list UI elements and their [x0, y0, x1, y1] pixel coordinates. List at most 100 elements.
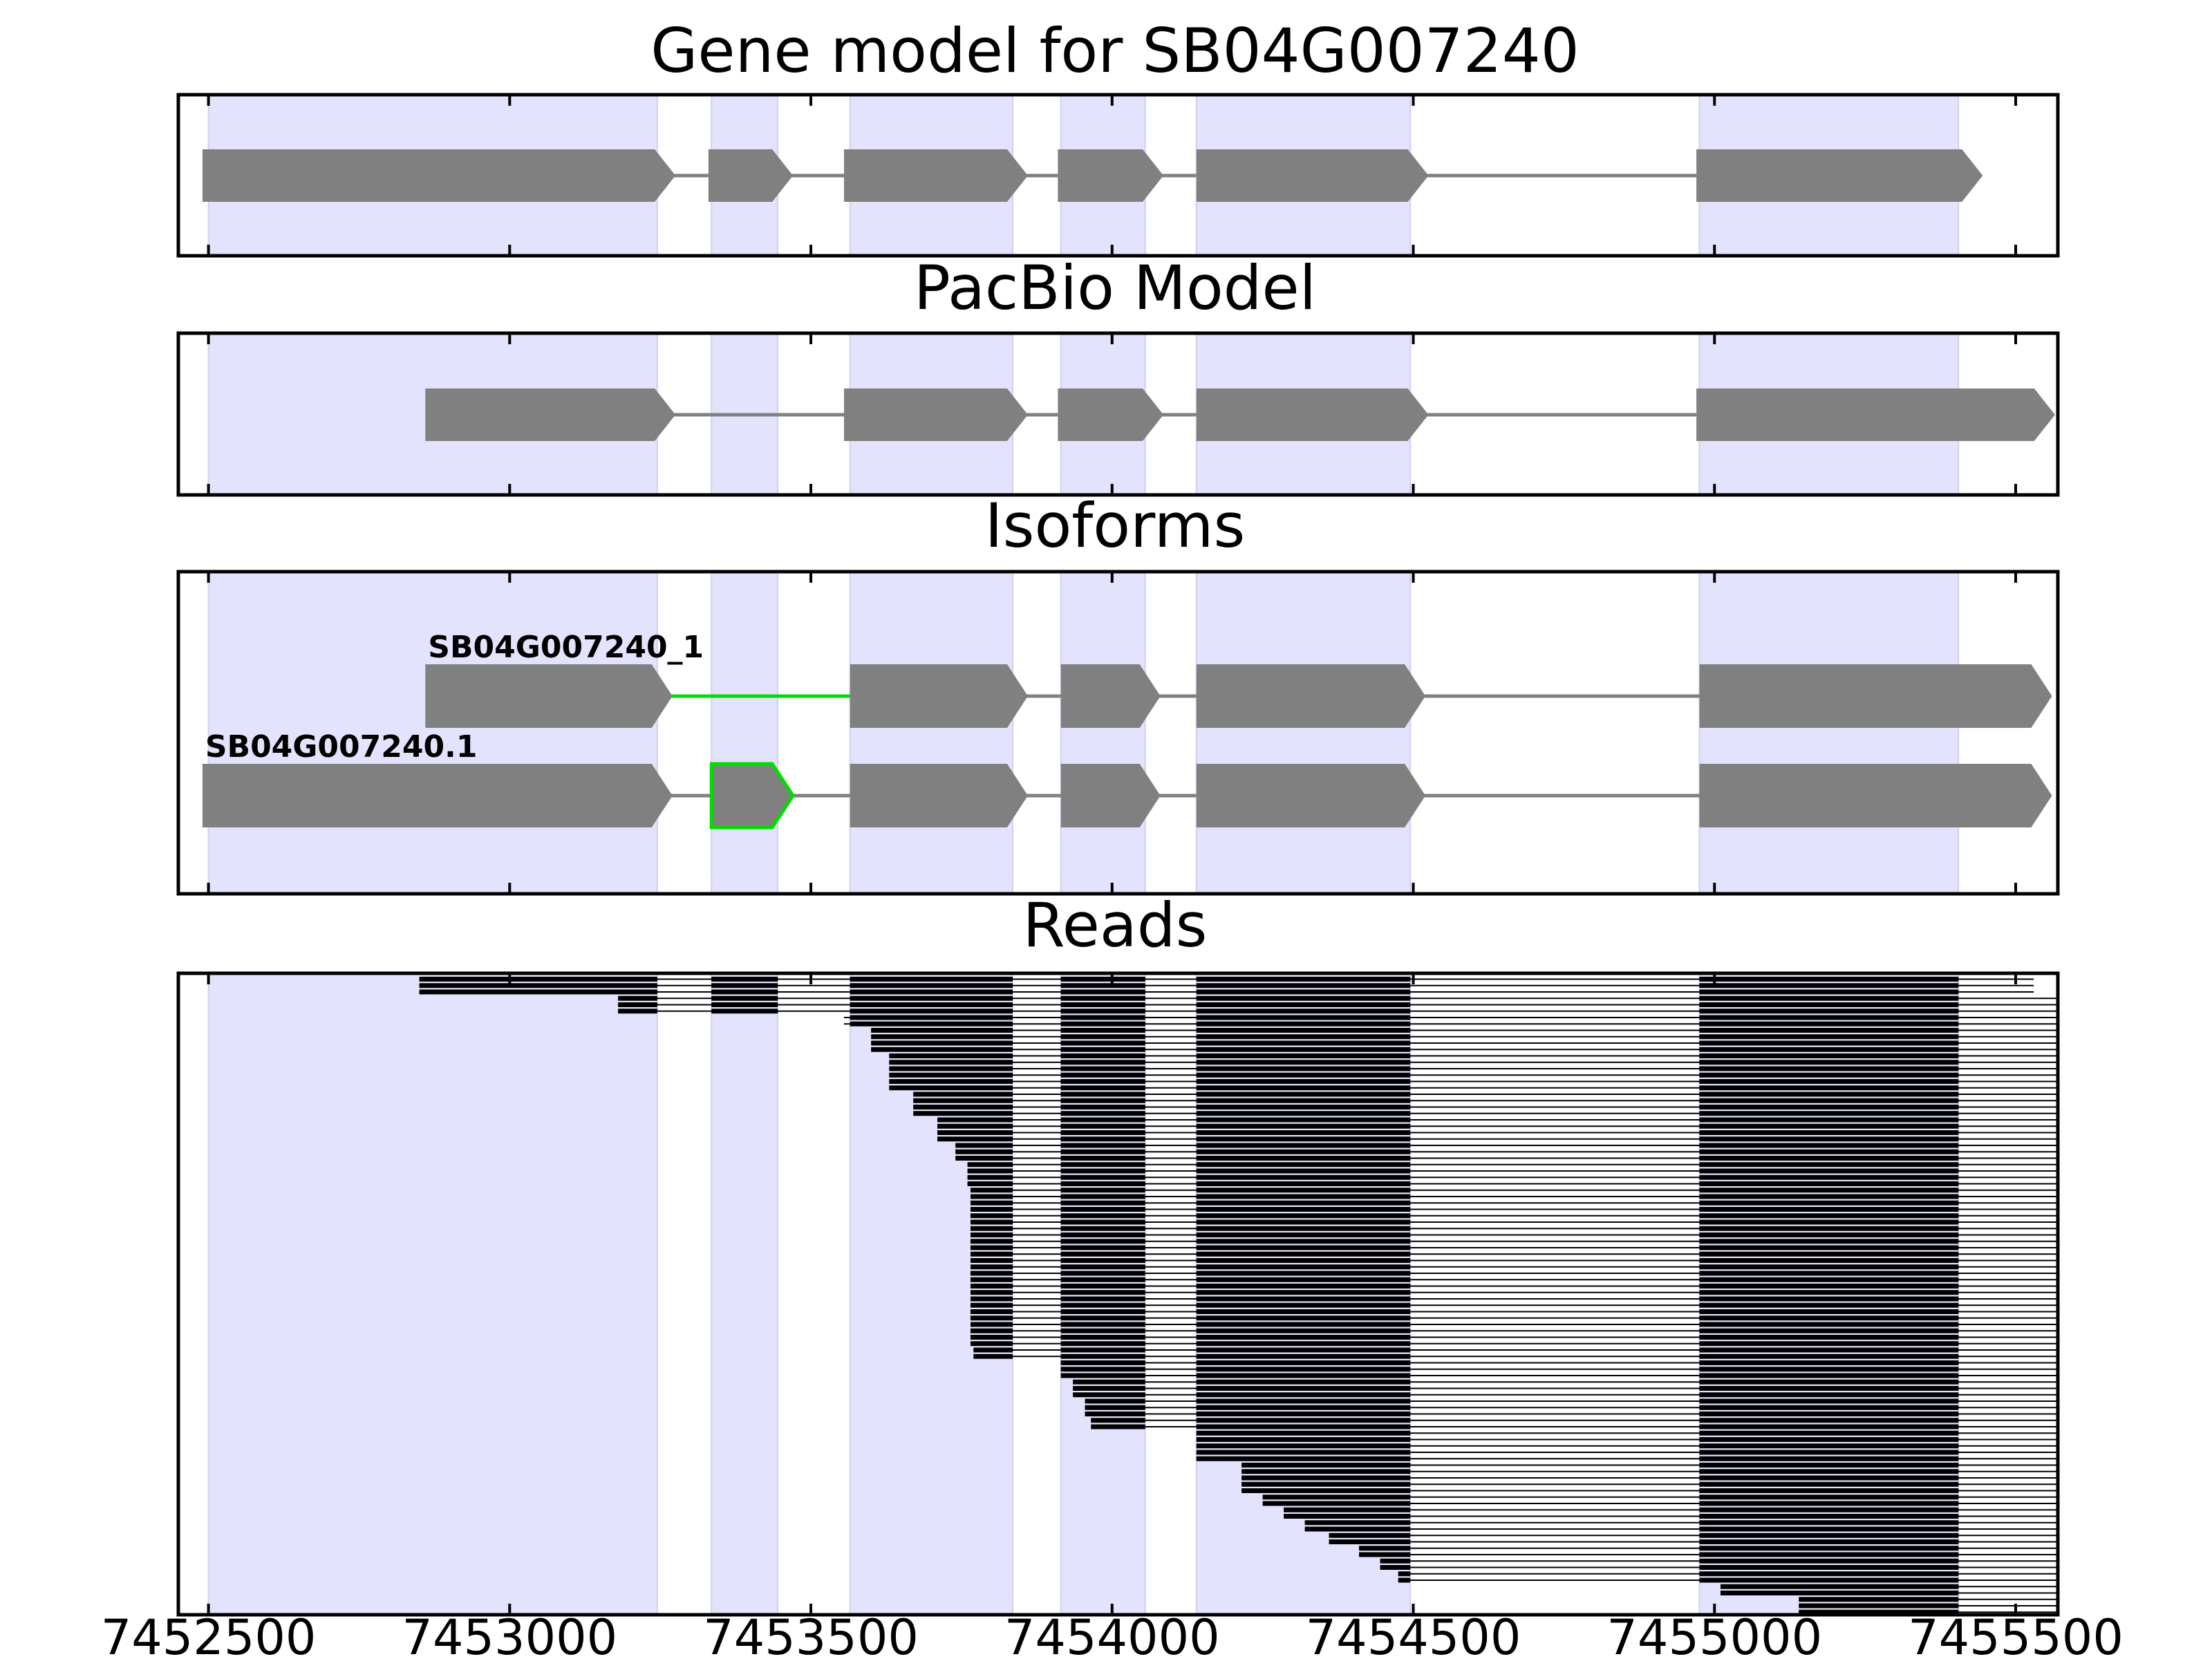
read-segment	[1196, 1430, 1411, 1436]
read-segment	[1060, 1085, 1145, 1091]
read-segment	[1060, 1322, 1145, 1327]
read-segment	[1196, 1373, 1411, 1378]
read-row	[970, 1322, 2058, 1327]
read-segment	[871, 1028, 1013, 1033]
read-row	[1359, 1546, 2058, 1551]
read-segment	[970, 1296, 1013, 1302]
read-segment	[1699, 1571, 1959, 1577]
read-row	[889, 1079, 2058, 1084]
read-segment	[955, 1143, 1013, 1148]
read-segment	[711, 995, 778, 1001]
read-segment	[1060, 1347, 1145, 1353]
read-segment	[1196, 1143, 1411, 1148]
read-segment	[970, 1322, 1013, 1327]
read-row	[970, 1277, 2058, 1282]
read-segment	[1359, 1552, 1411, 1557]
read-row	[913, 1105, 2058, 1109]
read-segment	[1060, 1149, 1145, 1154]
read-row	[1085, 1398, 2058, 1404]
exon-block	[1060, 764, 1161, 827]
read-segment	[850, 1002, 1013, 1007]
read-segment	[1196, 1060, 1411, 1065]
read-segment	[1091, 1418, 1145, 1423]
read-segment	[889, 1072, 1013, 1078]
read-segment	[955, 1156, 1013, 1161]
read-segment	[1196, 1258, 1411, 1263]
read-segment	[1196, 1174, 1411, 1180]
read-segment	[1699, 1533, 1959, 1538]
read-segment	[1196, 1156, 1411, 1161]
read-segment	[1196, 1098, 1411, 1103]
read-segment	[850, 995, 1013, 1001]
read-row	[970, 1226, 2058, 1231]
exon-region-band	[711, 571, 779, 894]
read-segment	[1699, 1232, 1959, 1237]
read-segment	[1060, 1156, 1145, 1161]
read-segment	[1720, 1584, 1959, 1589]
read-segment	[1060, 1219, 1145, 1225]
read-segment	[1060, 1162, 1145, 1168]
read-segment	[970, 1213, 1013, 1219]
panel-frame	[176, 570, 2060, 896]
read-row	[889, 1060, 2058, 1065]
read-row	[1359, 1552, 2058, 1557]
read-segment	[1699, 1181, 1959, 1186]
read-row	[1799, 1597, 2058, 1602]
read-segment	[1699, 1430, 1959, 1436]
read-segment	[1060, 1111, 1145, 1116]
read-row	[970, 1309, 2058, 1314]
read-segment	[970, 1232, 1013, 1237]
read-row	[1196, 1430, 2058, 1436]
read-segment	[889, 1079, 1013, 1084]
read-row	[1262, 1494, 2058, 1500]
read-segment	[937, 1130, 1013, 1135]
read-row	[970, 1232, 2058, 1237]
read-segment	[1196, 1284, 1411, 1288]
read-segment	[1284, 1514, 1411, 1519]
read-row	[970, 1207, 2058, 1212]
read-segment	[1699, 1526, 1959, 1532]
read-segment	[1085, 1398, 1145, 1404]
read-segment	[1060, 1200, 1145, 1206]
read-segment	[1196, 1353, 1411, 1359]
exon-block	[425, 388, 676, 441]
read-segment	[1060, 977, 1145, 982]
read-segment	[1262, 1494, 1411, 1500]
read-segment	[1196, 1379, 1411, 1385]
read-segment	[1060, 1335, 1145, 1340]
read-segment	[1699, 1392, 1959, 1398]
read-segment	[1699, 1277, 1959, 1282]
exon-block	[1699, 664, 2052, 728]
read-segment	[1060, 1130, 1145, 1135]
read-segment	[850, 989, 1013, 995]
read-segment	[711, 983, 778, 988]
read-segment	[1196, 1386, 1411, 1391]
read-segment	[1284, 1507, 1411, 1512]
read-segment	[967, 1168, 1013, 1174]
read-segment	[1196, 1437, 1411, 1442]
read-row	[970, 1188, 2058, 1193]
exon-block	[202, 764, 673, 827]
read-segment	[1085, 1405, 1145, 1410]
read-row	[618, 1009, 2058, 1014]
read-segment	[1699, 1156, 1959, 1161]
x-tick-label: 7455000	[1606, 1609, 1822, 1659]
read-segment	[1196, 1398, 1411, 1404]
read-segment	[970, 1341, 1013, 1347]
read-segment	[1060, 1258, 1145, 1263]
exon-region-band	[1195, 571, 1412, 894]
read-segment	[1060, 1079, 1145, 1084]
read-segment	[1060, 989, 1145, 995]
read-segment	[1699, 1149, 1959, 1154]
read-row	[889, 1053, 2058, 1058]
exon-block	[843, 388, 1028, 441]
read-segment	[1060, 1072, 1145, 1078]
read-segment	[1699, 1136, 1959, 1142]
read-segment	[1699, 1174, 1959, 1180]
read-segment	[1060, 1021, 1145, 1027]
read-segment	[1196, 1367, 1411, 1372]
read-segment	[1359, 1546, 1411, 1551]
read-segment	[1699, 1475, 1959, 1481]
panel-pacbio-model-plot	[176, 331, 2060, 497]
